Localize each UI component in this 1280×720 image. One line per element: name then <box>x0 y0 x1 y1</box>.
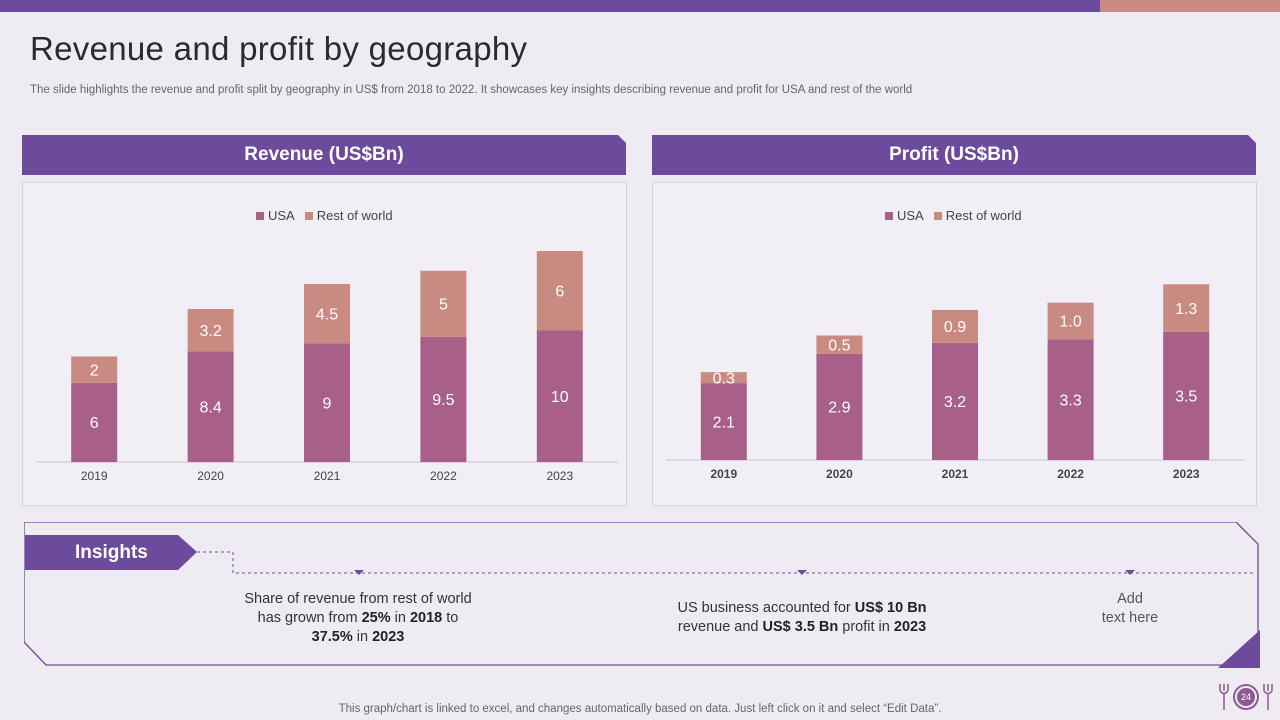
page-title: Revenue and profit by geography <box>30 30 528 67</box>
legend-swatch-rest <box>304 212 313 220</box>
legend-label-rest: Rest of world <box>945 208 1022 223</box>
legend-label-rest: Rest of world <box>316 208 393 223</box>
insight-2-year: 2023 <box>893 619 927 635</box>
fork-icon <box>1219 684 1229 710</box>
insight-3-line-2: text here <box>1101 610 1159 626</box>
insights-label: Insights <box>25 535 197 570</box>
insight-2-text: profit in <box>838 619 894 635</box>
insight-item-1: Share of revenue from rest of world has … <box>218 590 498 647</box>
legend-label-usa: USA <box>897 208 924 223</box>
insight-1-line-1: Share of revenue from rest of world <box>244 591 472 607</box>
footer-note: This graph/chart is linked to excel, and… <box>338 703 942 715</box>
insight-2-text: US business accounted for <box>677 600 855 616</box>
insight-1-pct: 25% <box>361 610 391 626</box>
insight-marker-2 <box>797 570 807 575</box>
insight-1-text: in <box>352 629 373 645</box>
insight-2-line-1: US business accounted for US$ 10 Bn <box>652 599 952 618</box>
insight-2-text: revenue and <box>677 619 763 635</box>
insight-1-text: in <box>390 610 410 626</box>
legend-usa: USA <box>885 208 924 223</box>
legend-usa: USA <box>256 208 295 223</box>
insight-1-text: to <box>442 610 459 626</box>
insight-3-line-1: Add <box>1117 591 1143 607</box>
knife-icon <box>1263 684 1273 710</box>
insight-2-value: US$ 3.5 Bn <box>762 619 839 635</box>
insight-1-text: has grown from <box>257 610 362 626</box>
page-subtitle: The slide highlights the revenue and pro… <box>30 84 913 96</box>
profit-chart-panel[interactable] <box>652 182 1257 506</box>
insight-2-line-2: revenue and US$ 3.5 Bn profit in 2023 <box>652 618 952 637</box>
top-accent-bar <box>0 0 1100 12</box>
legend-rest: Rest of world <box>933 208 1022 223</box>
insight-1-line-3: 37.5% in 2023 <box>218 628 498 647</box>
insight-2-value: US$ 10 Bn <box>854 600 927 616</box>
top-accent-bar-pink <box>1100 0 1280 12</box>
legend-rest: Rest of world <box>304 208 393 223</box>
revenue-chart-header: Revenue (US$Bn) <box>22 135 626 175</box>
legend-swatch-rest <box>933 212 942 220</box>
page-number: 24 <box>1235 686 1257 708</box>
insight-marker-1 <box>354 570 364 575</box>
insight-1-line-2: has grown from 25% in 2018 to <box>218 609 498 628</box>
insight-marker-3 <box>1125 570 1135 575</box>
revenue-legend: USA Rest of world <box>256 208 393 223</box>
insight-item-2: US business accounted for US$ 10 Bn reve… <box>652 599 952 637</box>
legend-label-usa: USA <box>268 208 295 223</box>
insight-1-year: 2018 <box>409 610 443 626</box>
profit-legend: USA Rest of world <box>885 208 1022 223</box>
legend-swatch-usa <box>885 212 893 220</box>
legend-swatch-usa <box>256 212 264 220</box>
profit-chart-header: Profit (US$Bn) <box>652 135 1256 175</box>
revenue-chart-panel[interactable] <box>22 182 627 506</box>
insight-item-3[interactable]: Add text here <box>1070 590 1190 628</box>
insight-1-pct: 37.5% <box>311 629 353 645</box>
insight-1-year: 2023 <box>372 629 405 645</box>
